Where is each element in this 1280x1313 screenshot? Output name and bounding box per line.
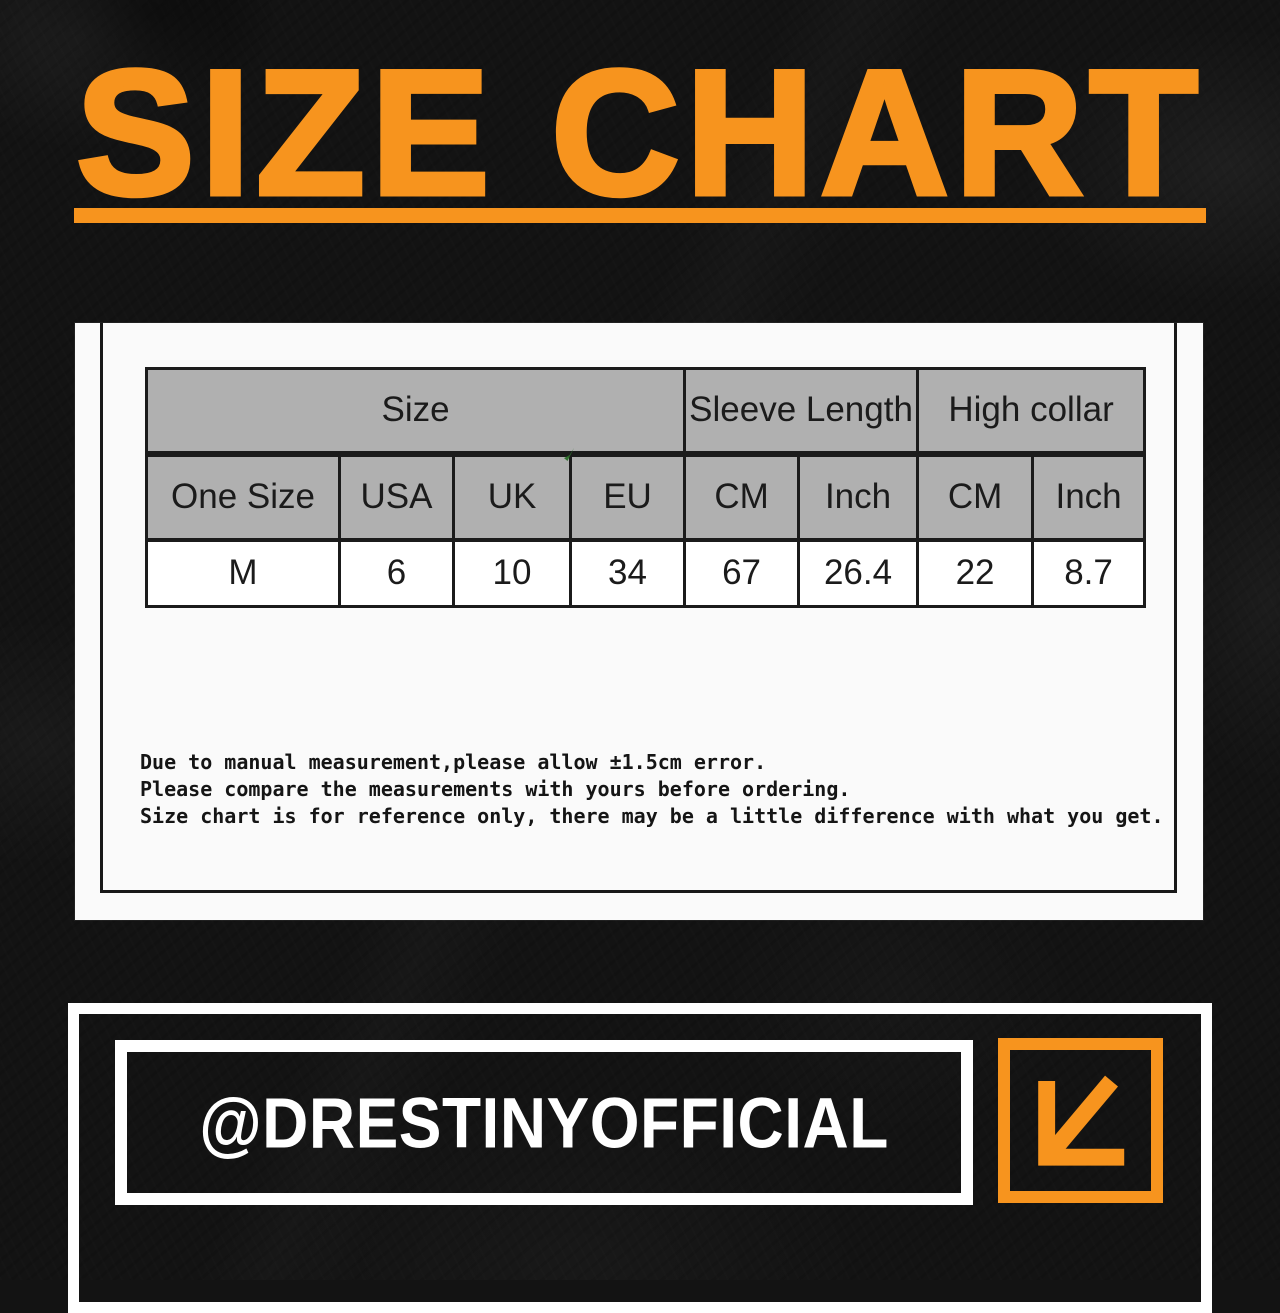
social-handle-box: @DRESTINYOFFICIAL <box>115 1040 973 1205</box>
page-title: SIZE CHART <box>74 33 1204 232</box>
social-footer: @DRESTINYOFFICIAL <box>68 1003 1212 1313</box>
col-header-collar-cm: CM <box>916 452 1035 542</box>
col-header-sleeve-cm: CM <box>683 452 801 542</box>
cell-sleeve-cm: 67 <box>683 538 801 608</box>
note-line: Size chart is for reference only, there … <box>140 804 1164 828</box>
arrow-icon-box <box>998 1038 1163 1203</box>
title-underline <box>74 208 1206 223</box>
col-header-uk: UK <box>452 452 572 542</box>
cell-uk: 10 <box>452 538 572 608</box>
cell-collar-cm: 22 <box>916 538 1035 608</box>
cell-eu: 34 <box>568 538 687 608</box>
col-header-eu: EU <box>568 452 687 542</box>
table-column-header-row: One Size USA UK EU CM Inch CM Inch <box>145 452 1147 542</box>
note-line: Please compare the measurements with you… <box>140 777 851 801</box>
group-header-sleeve-length: Sleeve Length <box>683 367 920 457</box>
arrow-down-left-icon <box>1038 1075 1125 1166</box>
col-header-sleeve-inch: Inch <box>797 452 920 542</box>
size-table: Size Sleeve Length High collar One Size … <box>144 367 1147 608</box>
measurement-notes: Due to manual measurement,please allow ±… <box>140 749 1164 830</box>
cell-size: M <box>145 538 341 608</box>
cell-sleeve-inch: 26.4 <box>797 538 920 608</box>
col-header-collar-inch: Inch <box>1031 452 1147 542</box>
group-header-high-collar: High collar <box>916 367 1147 457</box>
col-header-one-size: One Size <box>145 452 341 542</box>
cell-collar-inch: 8.7 <box>1031 538 1147 608</box>
table-group-header-row: Size Sleeve Length High collar <box>144 367 1147 457</box>
group-header-size: Size <box>144 367 687 457</box>
table-row: M 6 10 34 67 26.4 22 8.7 <box>145 538 1147 608</box>
note-line: Due to manual measurement,please allow ±… <box>140 750 767 774</box>
col-header-usa: USA <box>338 452 455 542</box>
social-handle: @DRESTINYOFFICIAL <box>199 1082 889 1163</box>
cell-usa: 6 <box>338 538 455 608</box>
size-chart-panel: Size Sleeve Length High collar One Size … <box>75 323 1203 920</box>
